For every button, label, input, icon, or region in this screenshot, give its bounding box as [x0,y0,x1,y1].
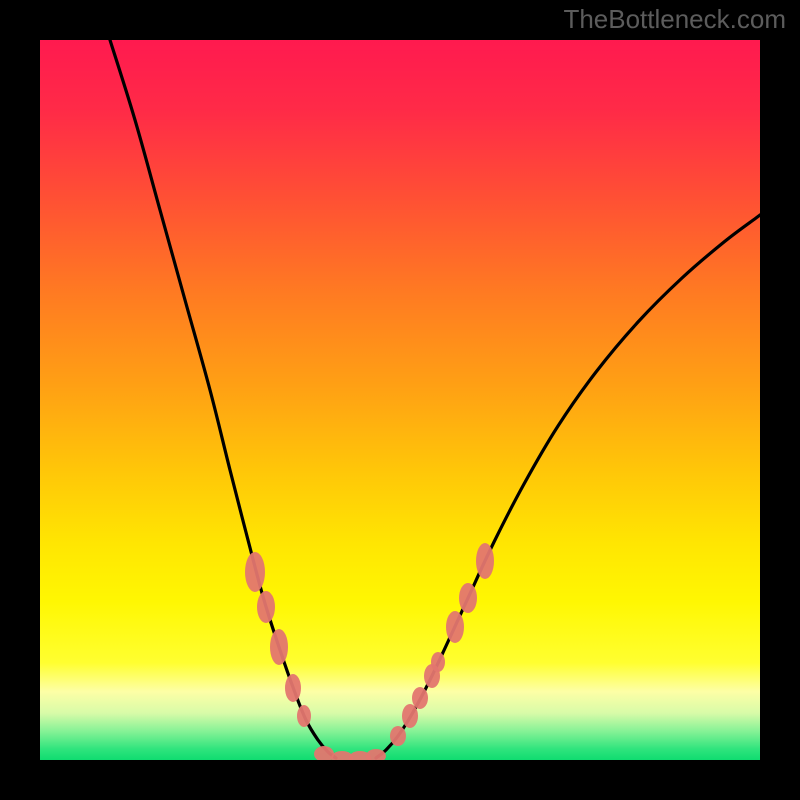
gradient-background [40,40,760,760]
curve-marker [431,652,445,672]
curve-marker [257,591,275,623]
curve-marker [270,629,288,665]
curve-marker [390,726,406,746]
bottleneck-chart [40,40,760,760]
curve-marker [412,687,428,709]
curve-marker [459,583,477,613]
curve-marker [245,552,265,592]
curve-marker [476,543,494,579]
chart-svg [40,40,760,760]
curve-marker [446,611,464,643]
curve-marker [297,705,311,727]
watermark-text: TheBottleneck.com [563,4,786,35]
curve-marker [285,674,301,702]
curve-marker [402,704,418,728]
